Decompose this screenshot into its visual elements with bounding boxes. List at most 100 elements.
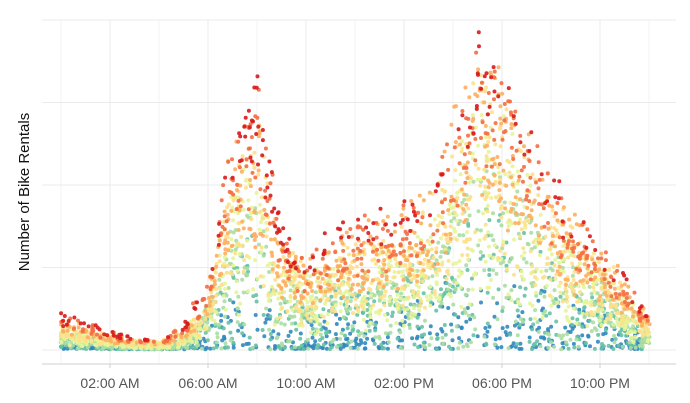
scatter-point [621,292,626,297]
scatter-point [460,146,465,151]
scatter-point [372,299,377,304]
scatter-point [102,332,107,337]
scatter-point [621,289,626,294]
scatter-point [376,277,380,282]
scatter-point [268,332,273,336]
scatter-point [584,245,589,250]
scatter-point [497,162,502,167]
scatter-point [276,344,281,349]
scatter-point [549,241,554,246]
scatter-point [441,341,446,346]
scatter-point [401,206,406,211]
scatter-point [478,256,483,261]
scatter-point [599,323,604,328]
scatter-point [308,265,312,270]
scatter-point [379,242,384,247]
scatter-point [603,319,608,324]
scatter-point [539,172,544,177]
scatter-point [499,223,504,228]
scatter-point [434,308,439,313]
scatter-point [259,245,264,250]
scatter-point [585,324,590,329]
scatter-point [361,317,366,322]
scatter-point [468,237,472,242]
scatter-point [439,215,444,220]
scatter-point [580,333,585,338]
scatter-point [304,313,309,318]
scatter-point [410,315,414,320]
scatter-point [501,239,506,244]
scatter-point [243,134,248,139]
scatter-point [295,289,300,293]
scatter-point [643,324,648,329]
scatter-point [372,341,377,346]
scatter-point [603,290,608,295]
scatter-point [413,213,418,218]
scatter-point [475,177,480,182]
scatter-point [563,308,568,313]
scatter-point [357,333,361,338]
scatter-point [546,345,551,350]
scatter-point [256,134,261,139]
scatter-point [414,243,419,248]
scatter-point [433,189,438,194]
scatter-point [589,310,594,314]
scatter-point [355,282,360,287]
scatter-point [565,332,570,337]
scatter-point [462,152,467,157]
scatter-point [618,286,623,291]
scatter-point [352,258,357,263]
scatter-point [622,307,627,312]
scatter-point [270,253,275,258]
scatter-point [496,94,501,99]
scatter-point [259,250,264,255]
scatter-point [466,221,471,226]
scatter-point [366,290,371,295]
scatter-point [345,296,350,300]
scatter-point [561,205,566,210]
scatter-point [459,304,464,309]
scatter-point [463,85,468,90]
scatter-point [270,209,275,214]
scatter-point [390,310,395,315]
scatter-point [536,160,541,165]
scatter-point [619,310,624,315]
scatter-point [576,242,581,246]
scatter-point [483,131,488,136]
scatter-point [321,307,326,312]
scatter-point [309,281,314,286]
scatter-point [217,273,222,278]
scatter-point [212,318,217,323]
scatter-point [466,257,471,262]
scatter-point [407,271,412,276]
scatter-point [315,279,320,284]
scatter-point [175,341,180,346]
scatter-point [561,333,566,338]
scatter-point [484,342,489,347]
scatter-point [547,311,552,316]
scatter-point [211,346,216,351]
scatter-point [518,234,523,239]
scatter-point [222,255,227,260]
scatter-point [508,200,513,205]
scatter-point [393,298,398,303]
scatter-point [86,324,91,329]
scatter-point [231,218,235,223]
scatter-point [533,316,537,321]
scatter-point [593,248,598,252]
scatter-point [464,263,469,268]
scatter-point [231,345,236,350]
scatter-point [394,321,399,325]
scatter-point [598,272,603,277]
scatter-point [264,317,269,322]
scatter-point [564,231,569,236]
scatter-point [245,254,249,258]
scatter-point [581,250,585,255]
scatter-point [588,344,592,349]
scatter-point [603,258,608,263]
scatter-point [460,253,465,258]
scatter-point [471,179,476,184]
scatter-point [109,346,114,351]
scatter-point [518,323,522,327]
scatter-point [498,206,503,211]
